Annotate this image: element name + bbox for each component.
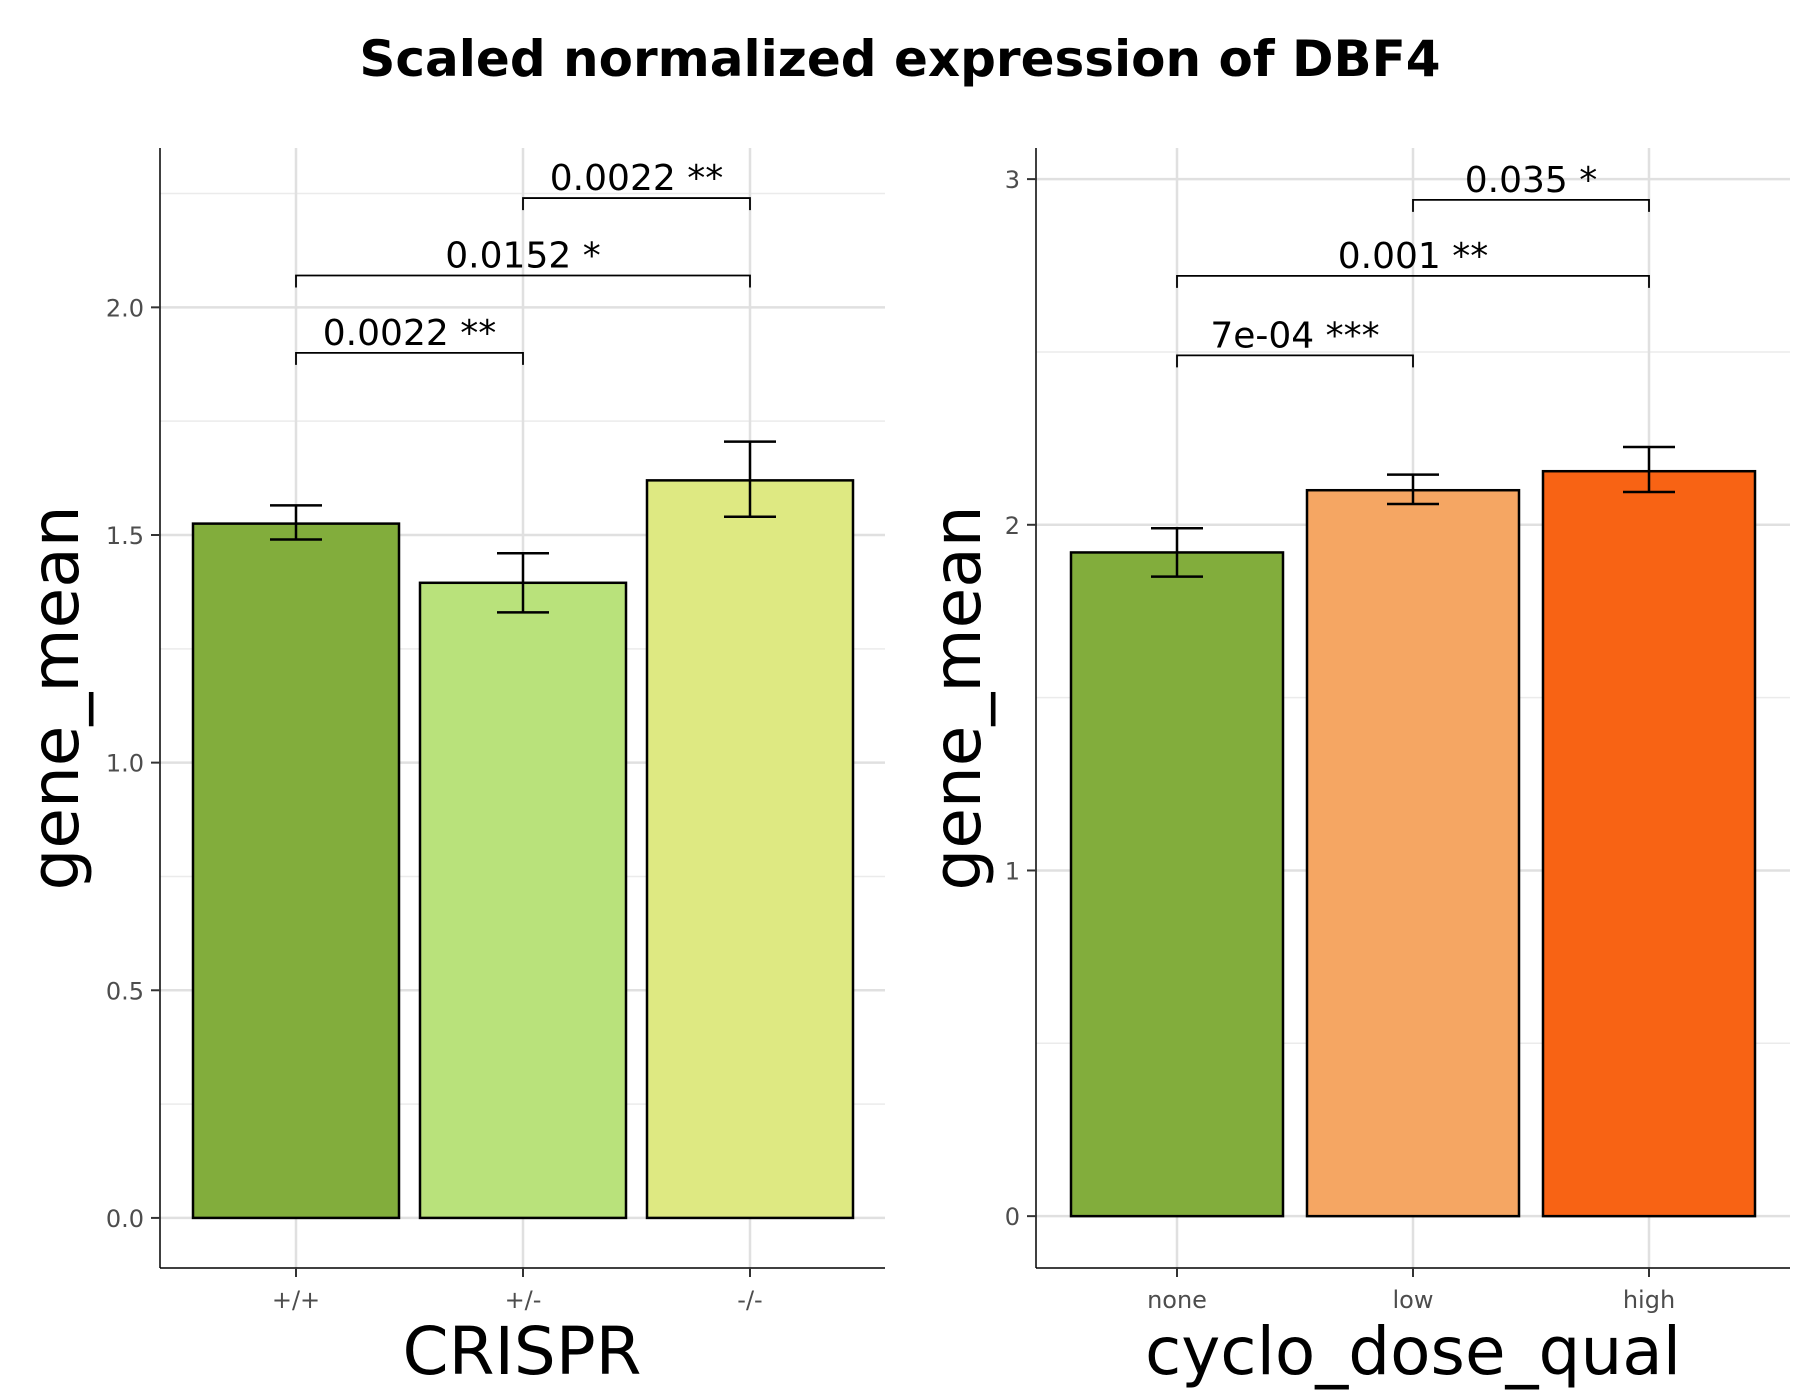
x-tick-label: low <box>1393 1286 1434 1314</box>
error-bar-+/- <box>497 551 549 614</box>
y-tick-label: 0.0 <box>106 1205 144 1233</box>
panel-2: 7e-04 *** 0.001 ** 0.035 * 0 1 2 3 none low highc… <box>919 148 1790 1390</box>
x-tick-label: +/- <box>505 1286 542 1314</box>
significance-bracket: 0.0152 * <box>295 235 751 288</box>
y-tick-label: 0.5 <box>106 977 144 1005</box>
x-tick-label: high <box>1623 1286 1675 1314</box>
significance-bracket: 0.0022 ** <box>295 313 524 365</box>
significance-label: 0.0022 ** <box>550 158 723 199</box>
x-axis-title: CRISPR <box>403 1313 642 1390</box>
bar--/- <box>645 479 855 1220</box>
significance-label: 0.0022 ** <box>323 313 496 354</box>
y-tick-label: 2 <box>1005 512 1020 540</box>
bar-+/- <box>418 581 628 1220</box>
y-tick-label: 1.5 <box>106 522 144 550</box>
y-tick-label: 3 <box>1005 166 1020 194</box>
significance-label: 0.035 * <box>1465 160 1598 201</box>
bar-low <box>1305 488 1521 1218</box>
bar-+/+ <box>191 522 401 1220</box>
significance-bracket: 0.035 * <box>1412 160 1650 212</box>
x-tick-label: none <box>1147 1286 1207 1314</box>
significance-label: 0.001 ** <box>1338 236 1489 277</box>
error-bar-high <box>1623 445 1675 494</box>
significance-bracket: 0.001 ** <box>1176 236 1650 288</box>
error-bar-none <box>1151 526 1203 578</box>
y-tick-label: 0 <box>1005 1203 1020 1231</box>
chart-title: Scaled normalized expression of DBF4 <box>359 30 1441 88</box>
y-tick-label: 1.0 <box>106 750 144 778</box>
x-tick-label: -/- <box>737 1286 762 1314</box>
y-axis-title: gene_mean <box>17 505 94 890</box>
panel-1: 0.0022 ** 0.0152 * 0.0022 ** 0.0 0.5 1.0 1.5 2.… <box>17 148 885 1390</box>
significance-label: 0.0152 * <box>445 235 600 276</box>
significance-label: 7e-04 *** <box>1210 315 1379 356</box>
bar-high <box>1541 469 1757 1218</box>
significance-bracket: 0.0022 ** <box>522 158 751 211</box>
x-tick-label: +/+ <box>272 1286 320 1314</box>
error-bar--/- <box>724 440 776 519</box>
y-tick-label: 1 <box>1005 857 1020 885</box>
y-tick-label: 2.0 <box>106 294 144 322</box>
x-axis-title: cyclo_dose_qual <box>1145 1313 1681 1390</box>
y-axis-title: gene_mean <box>919 505 996 890</box>
bar-none <box>1069 551 1285 1218</box>
significance-bracket: 7e-04 *** <box>1176 315 1414 368</box>
error-bar-low <box>1387 473 1439 506</box>
error-bar-+/+ <box>270 504 322 541</box>
